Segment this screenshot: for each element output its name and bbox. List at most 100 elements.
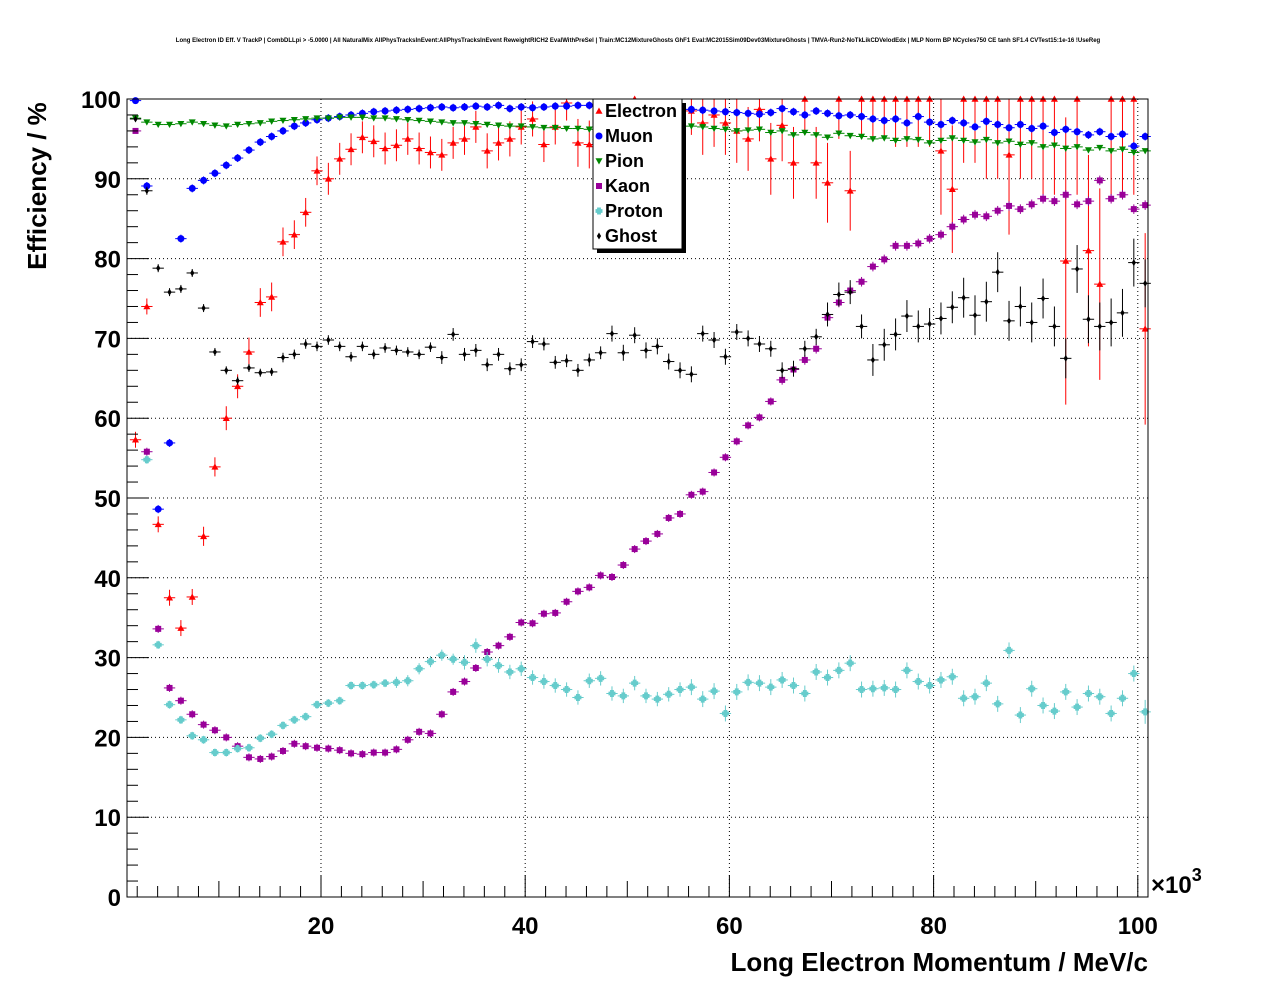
data-point: [892, 137, 900, 144]
data-point: [358, 682, 366, 690]
data-point: [835, 130, 843, 137]
data-point: [234, 745, 242, 753]
data-point: [563, 686, 571, 694]
y-axis-title: Efficiency / %: [22, 102, 52, 270]
data-point: [382, 344, 388, 352]
data-point: [245, 348, 253, 355]
data-point: [1084, 131, 1092, 139]
data-point: [506, 123, 514, 130]
y-tick-label: 100: [81, 87, 121, 114]
data-point: [971, 123, 979, 131]
data-point: [279, 721, 287, 729]
data-point: [744, 135, 752, 142]
data-point: [597, 674, 605, 682]
data-point: [1084, 147, 1092, 154]
data-point: [824, 109, 832, 117]
data-point: [460, 103, 468, 111]
data-point: [347, 114, 355, 121]
data-point: [201, 304, 206, 312]
data-point: [404, 105, 412, 113]
legend-label-ghost: Ghost: [605, 226, 657, 246]
data-point: [994, 700, 1002, 708]
data-point: [302, 208, 310, 216]
data-point: [882, 341, 887, 349]
data-point: [143, 302, 151, 310]
data-point: [438, 119, 446, 126]
data-point: [699, 106, 707, 114]
data-point: [188, 119, 196, 126]
data-point: [336, 155, 344, 162]
data-point: [1141, 148, 1149, 155]
data-point: [1050, 129, 1058, 137]
data-point: [1096, 280, 1104, 287]
data-point: [892, 686, 900, 694]
data-point: [1141, 325, 1149, 332]
data-point: [744, 109, 752, 117]
y-tick-label: 90: [94, 167, 121, 194]
data-point: [948, 135, 956, 142]
data-point: [314, 342, 320, 350]
data-point: [551, 102, 559, 110]
data-point: [734, 328, 739, 336]
data-point: [699, 488, 706, 495]
data-point: [540, 610, 547, 617]
data-point: [835, 666, 843, 674]
data-point: [926, 140, 934, 147]
data-point: [154, 641, 162, 649]
data-point: [235, 377, 240, 385]
data-point: [632, 331, 637, 339]
data-point: [574, 125, 582, 133]
data-point: [393, 746, 400, 753]
data-point: [710, 107, 718, 115]
data-point: [1141, 708, 1149, 716]
data-point: [177, 716, 185, 724]
y-tick-label: 10: [94, 805, 121, 832]
x-tick-label: 80: [920, 913, 947, 940]
data-point: [1063, 354, 1068, 362]
series-muon: [129, 97, 1151, 514]
data-point: [290, 116, 298, 124]
data-point: [1130, 670, 1138, 678]
data-point: [177, 697, 184, 704]
data-point: [404, 116, 412, 124]
data-point: [643, 346, 649, 354]
data-point: [585, 101, 593, 109]
data-point: [1016, 711, 1024, 719]
data-point: [529, 104, 537, 112]
data-point: [551, 124, 559, 132]
data-point: [234, 121, 242, 129]
data-point: [994, 207, 1001, 214]
data-point: [279, 238, 287, 245]
data-point: [472, 642, 480, 650]
data-point: [848, 288, 853, 296]
data-point: [778, 676, 786, 684]
data-point: [451, 330, 456, 338]
data-point: [540, 140, 548, 148]
data-point: [1107, 148, 1115, 155]
data-point: [269, 368, 274, 376]
data-point: [143, 119, 151, 126]
data-point: [721, 709, 729, 717]
data-point: [755, 105, 763, 113]
data-point: [211, 122, 219, 129]
data-point: [188, 593, 196, 600]
data-point: [517, 665, 525, 673]
data-point: [621, 349, 626, 357]
data-point: [711, 336, 717, 344]
data-point: [154, 505, 162, 513]
data-point: [1039, 144, 1047, 151]
data-point: [711, 469, 718, 476]
data-point: [337, 342, 342, 350]
data-point: [132, 436, 140, 443]
data-point: [801, 356, 808, 363]
data-point: [200, 721, 207, 728]
data-point: [654, 530, 661, 537]
data-point: [881, 256, 888, 263]
data-point: [166, 594, 174, 601]
data-point: [416, 728, 423, 735]
legend: Electron Muon Pion Kaon Proton Ghost: [592, 98, 686, 253]
data-point: [473, 346, 478, 354]
data-point: [914, 678, 922, 686]
data-point: [302, 116, 310, 123]
